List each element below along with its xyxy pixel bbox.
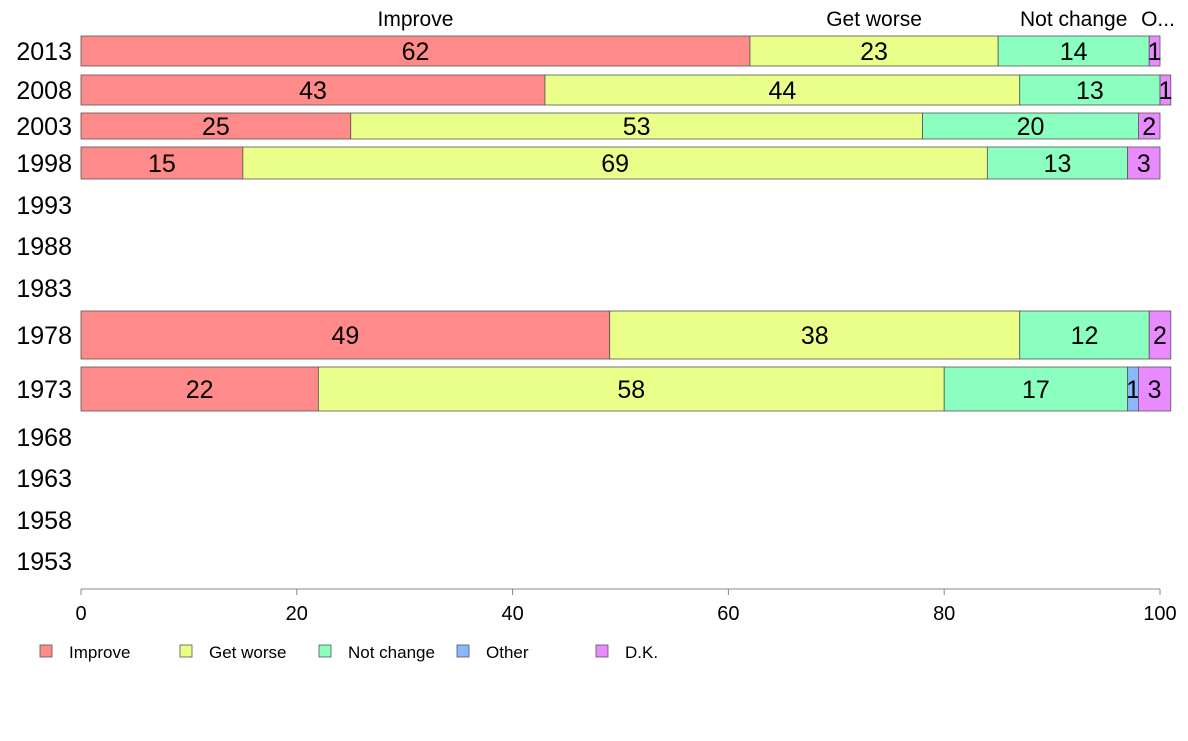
top-label-0: Improve (378, 8, 454, 31)
bar-not-change-2013 (997, 35, 1150, 67)
top-label-3: O... (1141, 8, 1175, 31)
bar-d-k-1978 (1148, 310, 1172, 360)
y-axis-tick-labels: 2013 2008 2003 1998 1993 1988 1983 1978 1973 1968… (16, 38, 72, 576)
data-label: 3 (1148, 376, 1162, 404)
data-label: 49 (331, 322, 359, 350)
data-label: 17 (1022, 376, 1050, 404)
x-axis: 0 20 40 60 80 100 (75, 588, 1177, 625)
top-label-2: Not change (1020, 8, 1127, 31)
data-label: 12 (1071, 322, 1099, 350)
legend-swatch (179, 644, 193, 658)
x-tick-label: 100 (1143, 603, 1176, 625)
x-tick-label: 20 (286, 603, 308, 625)
bar-d-k-2003 (1138, 112, 1161, 140)
data-label: 1 (1158, 77, 1172, 105)
bar-not-change-2003 (922, 112, 1139, 140)
data-label: 69 (601, 150, 629, 178)
data-label: 1 (1148, 38, 1162, 66)
data-label: 38 (801, 322, 829, 350)
data-label: 2 (1142, 113, 1156, 141)
legend-swatch (456, 644, 470, 658)
legend-swatch (39, 644, 53, 658)
bar-d-k-1998 (1127, 146, 1161, 180)
legend-label: Other (486, 643, 529, 662)
data-label: 1 (1126, 376, 1140, 404)
y-tick-label: 1973 (16, 376, 72, 404)
y-tick-label: 1953 (16, 548, 72, 576)
bar-get-worse-1978 (609, 310, 1021, 360)
y-tick-label: 2013 (16, 38, 72, 66)
y-tick-label: 1958 (16, 507, 72, 535)
data-label: 23 (860, 38, 888, 66)
data-label: 43 (299, 77, 327, 105)
legend-label: D.K. (625, 643, 658, 662)
data-label: 58 (617, 376, 645, 404)
data-label: 25 (202, 113, 230, 141)
y-tick-label: 1988 (16, 233, 72, 261)
bar-improve-1978 (80, 310, 611, 360)
y-tick-label: 1983 (16, 275, 72, 303)
bar-get-worse-1973 (317, 366, 945, 412)
data-label: 14 (1060, 38, 1088, 66)
y-tick-label: 2008 (16, 77, 72, 105)
legend-label: Get worse (209, 643, 286, 662)
y-tick-label: 2003 (16, 113, 72, 141)
bar-get-worse-2008 (544, 74, 1021, 106)
x-tick-label: 40 (501, 603, 523, 625)
legend-label: Not change (348, 643, 435, 662)
y-tick-label: 1978 (16, 322, 72, 350)
bar-get-worse-2013 (749, 35, 999, 67)
data-label: 20 (1017, 113, 1045, 141)
x-tick-label: 0 (75, 603, 86, 625)
bar-get-worse-2003 (350, 112, 924, 140)
x-tick-label: 60 (717, 603, 739, 625)
data-label: 22 (186, 376, 214, 404)
data-label: 44 (768, 77, 796, 105)
data-label: 15 (148, 150, 176, 178)
data-label: 2 (1153, 322, 1167, 350)
legend-swatch (595, 644, 609, 658)
data-label: 13 (1076, 77, 1104, 105)
bar-improve-2003 (80, 112, 352, 140)
bar-d-k-2013 (1148, 35, 1161, 67)
legend: Improve Get worse Not change Other D.K. (39, 643, 658, 662)
y-tick-label: 1993 (16, 192, 72, 220)
y-tick-label: 1998 (16, 150, 72, 178)
data-label: 13 (1044, 150, 1072, 178)
bar-not-change-1973 (943, 366, 1129, 412)
bar-get-worse-1998 (242, 146, 988, 180)
legend-swatch (318, 644, 332, 658)
y-tick-label: 1968 (16, 424, 72, 452)
series-top-labels: Improve Get worse Not change O... (378, 8, 1175, 31)
bar-improve-2013 (80, 35, 751, 67)
legend-label: Improve (69, 643, 130, 662)
bar-not-change-1978 (1019, 310, 1150, 360)
data-label: 53 (623, 113, 651, 141)
data-label: 3 (1137, 150, 1151, 178)
bar-d-k-2008 (1159, 74, 1172, 106)
bar-not-change-1998 (986, 146, 1129, 180)
bar-improve-1998 (80, 146, 244, 180)
bar-not-change-2008 (1019, 74, 1161, 106)
x-tick-label: 80 (933, 603, 955, 625)
bar-d-k-1973 (1138, 366, 1172, 412)
data-label: 62 (402, 38, 430, 66)
y-tick-label: 1963 (16, 465, 72, 493)
top-label-1: Get worse (826, 8, 922, 31)
bars: 62 23 14 143 44 13 125 53 20 215 69 13 349 38 12 222 58 1… (80, 35, 1172, 412)
bar-improve-1973 (80, 366, 319, 412)
